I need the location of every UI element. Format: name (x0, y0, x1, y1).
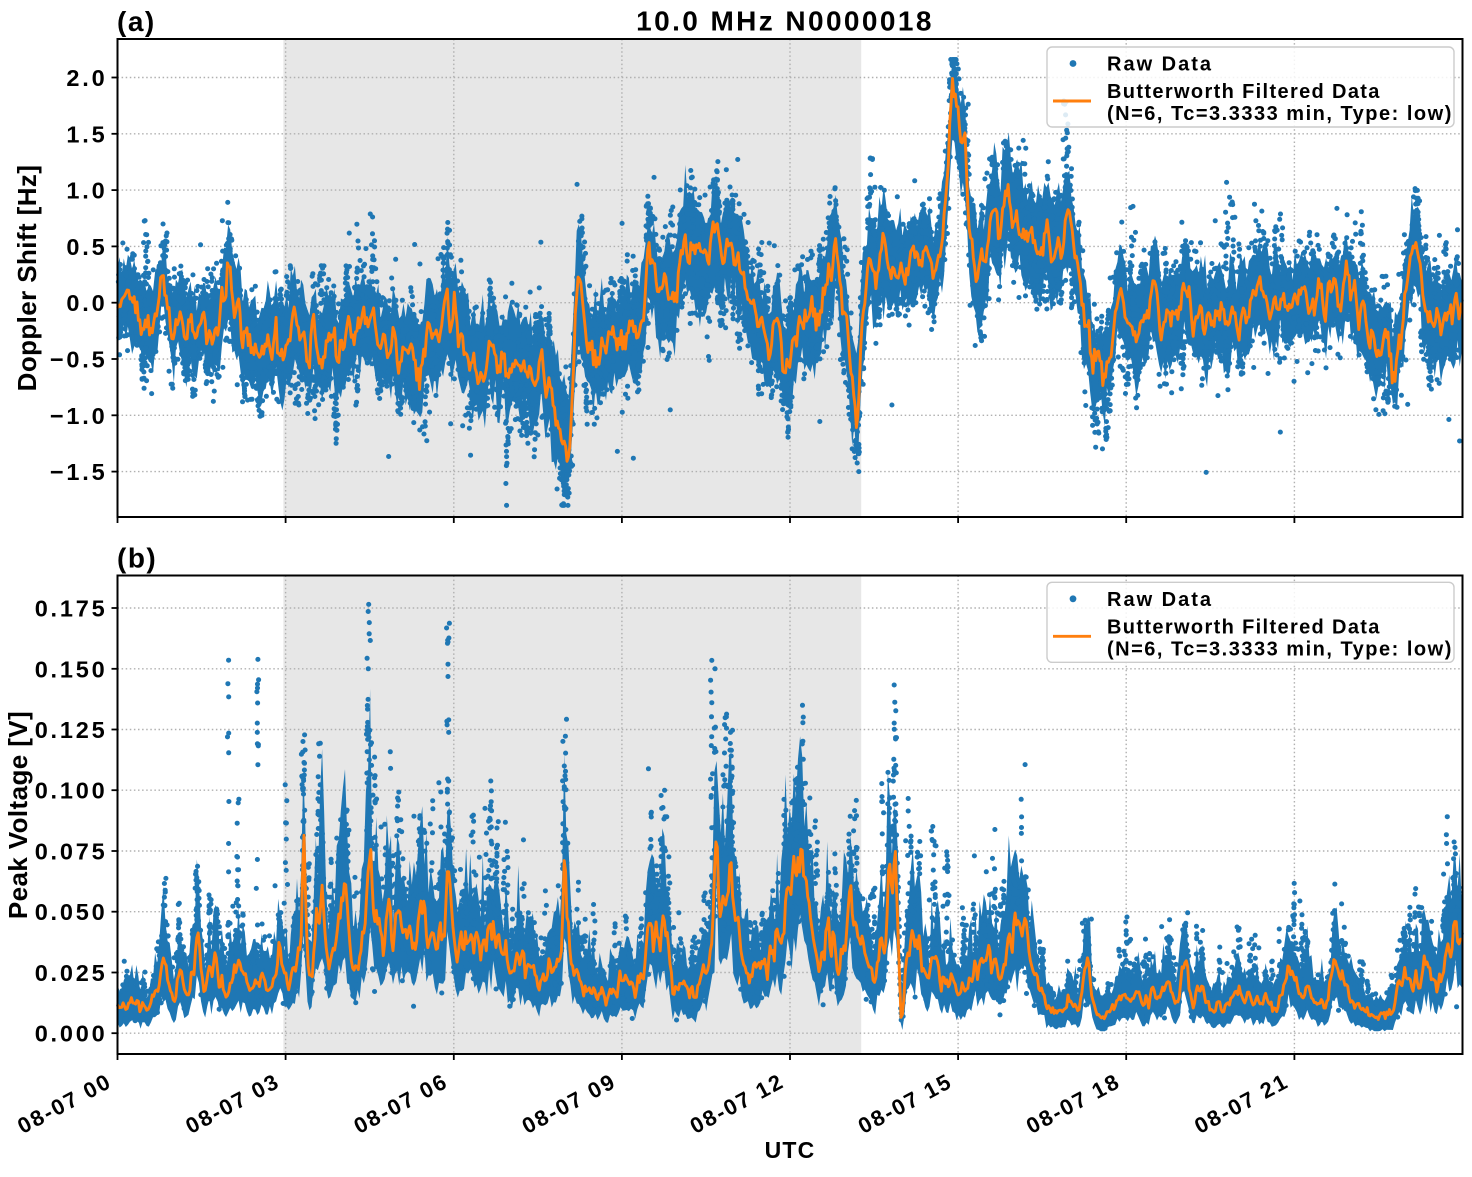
svg-text:(a): (a) (117, 6, 156, 37)
svg-text:Butterworth Filtered Data: Butterworth Filtered Data (1107, 81, 1381, 103)
svg-text:0.100: 0.100 (35, 778, 108, 804)
svg-text:Doppler Shift [Hz]: Doppler Shift [Hz] (12, 165, 42, 392)
svg-text:10.0 MHz N0000018: 10.0 MHz N0000018 (636, 6, 934, 37)
svg-text:(N=6, Tc=3.3333 min, Type: low: (N=6, Tc=3.3333 min, Type: low) (1107, 103, 1453, 125)
svg-text:(N=6, Tc=3.3333 min, Type: low: (N=6, Tc=3.3333 min, Type: low) (1107, 638, 1453, 660)
svg-text:0.150: 0.150 (35, 656, 108, 682)
svg-text:Raw Data: Raw Data (1107, 589, 1213, 611)
svg-text:Raw Data: Raw Data (1107, 54, 1213, 76)
svg-text:0.025: 0.025 (35, 960, 108, 986)
svg-text:0.050: 0.050 (35, 899, 108, 925)
svg-text:0.0: 0.0 (66, 290, 107, 316)
svg-text:0.125: 0.125 (35, 717, 108, 743)
svg-text:1.0: 1.0 (66, 178, 107, 204)
svg-text:0.175: 0.175 (35, 596, 108, 622)
svg-text:−1.5: −1.5 (50, 459, 108, 485)
svg-text:0.075: 0.075 (35, 839, 108, 865)
svg-text:−1.0: −1.0 (50, 403, 108, 429)
svg-text:0.5: 0.5 (66, 234, 107, 260)
svg-text:2.0: 2.0 (66, 65, 107, 91)
svg-text:Peak Voltage [V]: Peak Voltage [V] (3, 711, 33, 919)
svg-text:1.5: 1.5 (66, 121, 107, 147)
svg-text:UTC: UTC (765, 1137, 816, 1163)
svg-text:0.000: 0.000 (35, 1021, 108, 1047)
svg-text:−0.5: −0.5 (50, 347, 108, 373)
svg-text:Butterworth Filtered Data: Butterworth Filtered Data (1107, 616, 1381, 638)
svg-text:(b): (b) (117, 543, 157, 574)
